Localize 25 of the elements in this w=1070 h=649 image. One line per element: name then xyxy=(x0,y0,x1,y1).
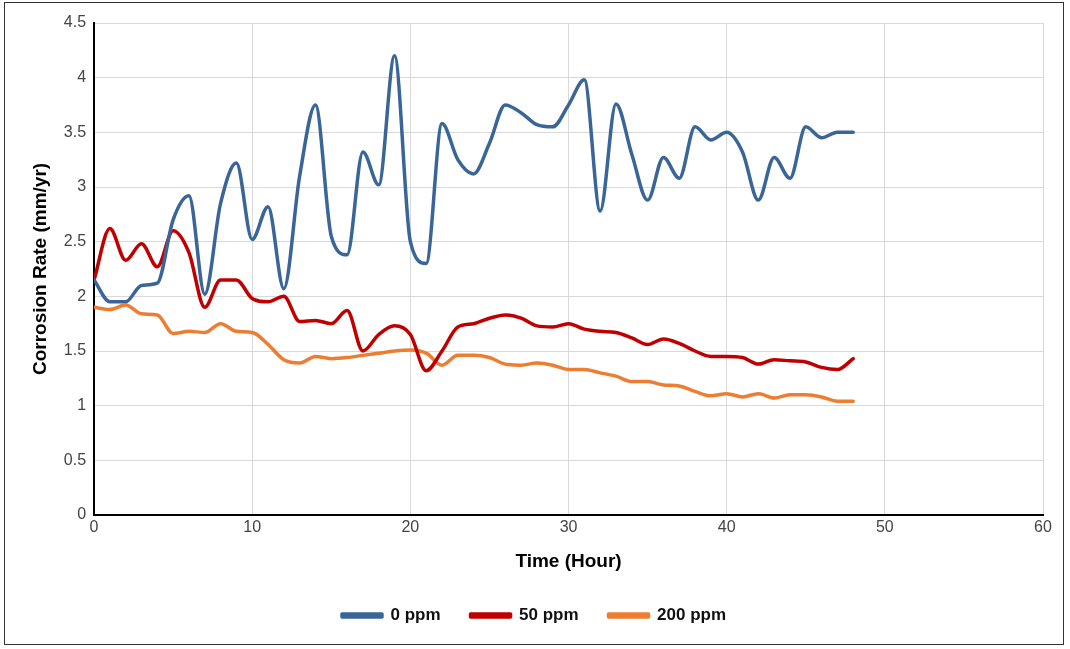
x-tick-label: 50 xyxy=(875,518,894,536)
y-tick-label: 2.5 xyxy=(63,232,87,250)
y-tick-label: 3.5 xyxy=(63,122,87,140)
line-series xyxy=(94,226,855,373)
y-tick-label: 1 xyxy=(77,396,87,414)
y-tick-label: 0.5 xyxy=(63,450,87,468)
x-axis-title: Time (Hour) xyxy=(515,549,622,571)
legend-label: 50 ppm xyxy=(519,605,579,625)
line-series xyxy=(94,303,855,404)
y-tick-label: 1.5 xyxy=(63,341,87,359)
x-tick-label: 20 xyxy=(401,518,420,536)
y-axis-title: Corrosion Rate (mm/yr) xyxy=(28,162,50,376)
y-tick-label: 4.5 xyxy=(63,13,87,31)
y-tick-label: 2 xyxy=(77,286,87,304)
y-tick-label: 0 xyxy=(77,505,87,523)
x-tick-label: 10 xyxy=(243,518,262,536)
legend-label: 200 ppm xyxy=(657,605,727,625)
x-tick-label: 60 xyxy=(1034,518,1052,536)
x-tick-label: 40 xyxy=(717,518,736,536)
legend-label: 0 ppm xyxy=(390,605,441,625)
y-tick-label: 4 xyxy=(77,68,87,86)
x-tick-label: 0 xyxy=(89,518,99,536)
x-tick-label: 30 xyxy=(559,518,578,536)
y-tick-label: 3 xyxy=(77,177,87,195)
line-series xyxy=(94,54,855,304)
